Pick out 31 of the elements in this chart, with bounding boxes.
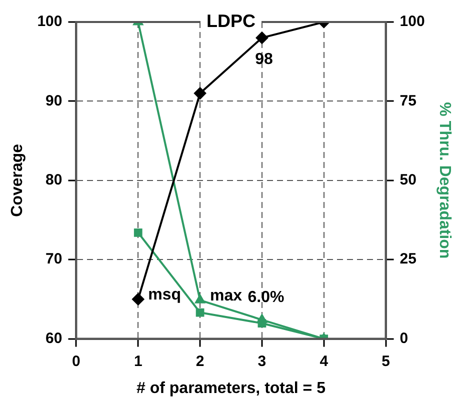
x-tick-label: 1	[134, 352, 142, 370]
annotation: max	[210, 287, 242, 304]
data-label: 98	[255, 51, 273, 68]
y-tick-label: 60	[46, 330, 62, 347]
y2-tick-label: 100	[400, 13, 425, 30]
y2-tick-label: 25	[400, 250, 416, 268]
annotation: msq	[148, 286, 182, 304]
point	[257, 314, 267, 324]
point	[256, 32, 268, 44]
x-tick-label: 0	[72, 352, 80, 370]
x-tick-label: 3	[258, 352, 266, 370]
data-label: 6.0%	[248, 289, 284, 306]
x-tick-label: 4	[320, 352, 329, 370]
chart-title: LDPC	[206, 10, 256, 31]
point	[196, 308, 204, 317]
y2-tick-label: 75	[400, 92, 416, 110]
point	[134, 228, 142, 237]
y-tick-label: 70	[46, 250, 62, 268]
x-tick-label: 2	[196, 352, 204, 370]
y2-tick-label: 0	[400, 330, 408, 347]
x-axis-title: # of parameters, total = 5	[136, 380, 326, 397]
x-tick-label: 5	[382, 352, 390, 370]
y-tick-label: 90	[46, 92, 62, 110]
point	[132, 293, 144, 306]
point	[195, 294, 205, 304]
y-axis-title: Coverage	[9, 144, 26, 217]
y-tick-label: 80	[46, 172, 62, 189]
y2-axis-title: % Thru. Degradation	[436, 102, 453, 259]
point	[194, 87, 206, 100]
y2-tick-label: 50	[400, 172, 416, 189]
y-tick-label: 100	[37, 13, 62, 30]
